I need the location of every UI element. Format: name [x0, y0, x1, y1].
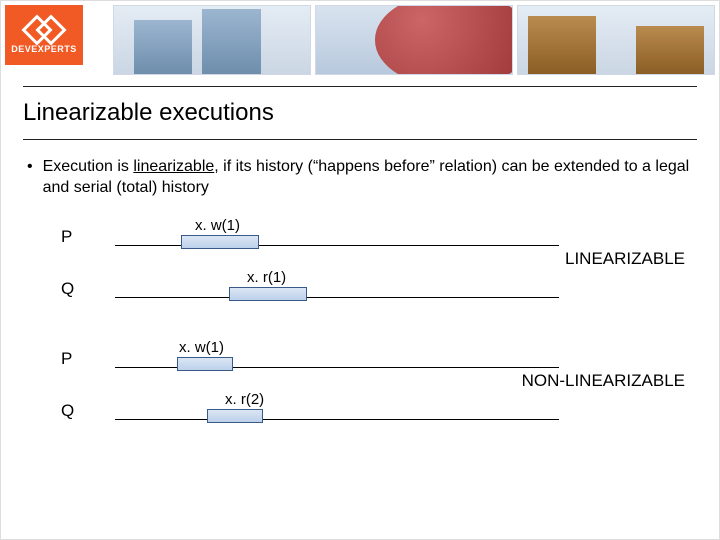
op-bar-q — [229, 287, 307, 301]
lane-p: P x. w(1) — [61, 341, 679, 373]
bullet-item: • Execution is linearizable, if its hist… — [27, 157, 693, 199]
bullet-prefix: Execution is — [43, 158, 134, 175]
lane-label-q: Q — [61, 279, 74, 299]
result-label-2: NON-LINEARIZABLE — [522, 371, 685, 391]
header-image-2 — [315, 5, 513, 75]
lane-p: P x. w(1) — [61, 219, 679, 251]
diagram-group-1: P x. w(1) Q x. r(1) LINEARIZABLE — [61, 219, 679, 307]
lane-line — [115, 419, 559, 420]
header-image-3 — [517, 5, 715, 75]
bullet-text: Execution is linearizable, if its histor… — [43, 157, 693, 199]
header-band: DEVEXPERTS — [1, 1, 719, 79]
logo: DEVEXPERTS — [5, 5, 83, 65]
logo-icon — [22, 16, 66, 42]
diagram-group-2: P x. w(1) Q x. r(2) NON-LINEARIZABLE — [61, 341, 679, 429]
op-label-q: x. r(1) — [247, 269, 286, 286]
op-bar-q — [207, 409, 263, 423]
slide-title: Linearizable executions — [23, 99, 274, 127]
header-image-1 — [113, 5, 311, 75]
result-label-1: LINEARIZABLE — [565, 249, 685, 269]
lane-q: Q x. r(2) — [61, 393, 679, 425]
op-bar-p — [181, 235, 259, 249]
slide-body: • Execution is linearizable, if its hist… — [27, 157, 693, 199]
op-label-p: x. w(1) — [195, 217, 240, 234]
slide: DEVEXPERTS Linearizable executions • Exe… — [0, 0, 720, 540]
lane-label-p: P — [61, 227, 72, 247]
bullet-marker: • — [27, 157, 33, 199]
rule-top — [23, 86, 697, 87]
lane-label-p: P — [61, 349, 72, 369]
lane-line — [115, 297, 559, 298]
header-decor — [83, 1, 719, 79]
bullet-underlined: linearizable — [133, 158, 214, 175]
rule-bottom — [23, 139, 697, 140]
op-label-p: x. w(1) — [179, 339, 224, 356]
op-label-q: x. r(2) — [225, 391, 264, 408]
op-bar-p — [177, 357, 233, 371]
lane-q: Q x. r(1) — [61, 271, 679, 303]
diagrams: P x. w(1) Q x. r(1) LINEARIZABLE P x. w(… — [61, 219, 679, 463]
lane-label-q: Q — [61, 401, 74, 421]
logo-text: DEVEXPERTS — [11, 44, 77, 54]
